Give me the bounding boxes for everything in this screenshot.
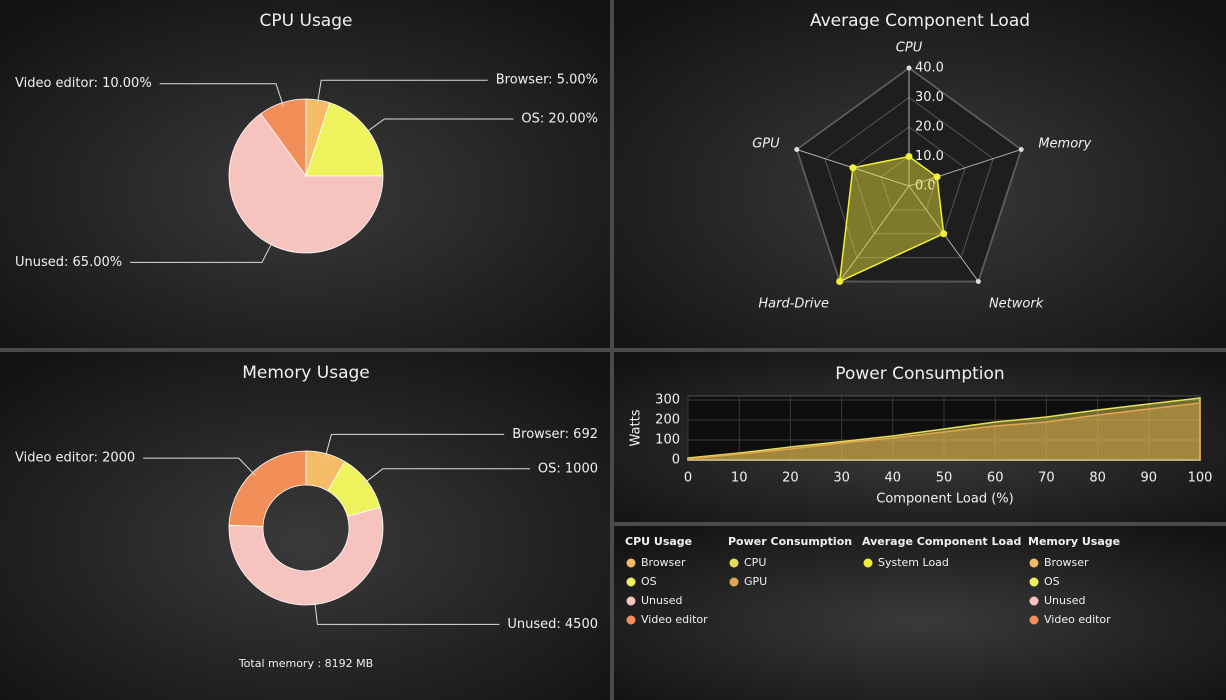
data-label: OS: 1000: [538, 461, 598, 476]
legend-marker: [626, 596, 636, 606]
y-axis-label: Watts: [629, 409, 644, 446]
axis-end: [1018, 147, 1024, 153]
radar-point: [849, 164, 857, 172]
axis-end: [906, 65, 912, 71]
axis-label: CPU: [896, 41, 923, 56]
radar-point: [836, 277, 844, 285]
axis-end: [794, 147, 800, 153]
chart-title: CPU Usage: [260, 11, 353, 31]
data-label: Browser: 5.00%: [496, 73, 598, 88]
y-tick-label: 100: [655, 433, 680, 448]
data-label: Video editor: 10.00%: [15, 76, 152, 91]
data-label: Video editor: 2000: [15, 451, 135, 466]
axis-label: Memory: [1038, 136, 1091, 151]
legend-marker: [626, 577, 636, 587]
wedge: [260, 98, 307, 178]
legend-marker: [1029, 558, 1039, 568]
data-label: Unused: 65.00%: [15, 255, 122, 270]
axis-label: Network: [989, 297, 1044, 312]
wedge: [228, 113, 384, 254]
r-tick-label: 10.0: [915, 149, 944, 164]
legend-title: Average Component Load: [862, 535, 1021, 548]
legend-title: Power Consumption: [728, 535, 852, 548]
x-axis-label: Component Load (%): [876, 492, 1013, 507]
r-tick-label: 20.0: [915, 120, 944, 135]
legend-marker: [863, 558, 873, 568]
x-tick-label: 70: [1038, 471, 1055, 486]
grid-line: [824, 96, 994, 259]
wedge: [228, 506, 384, 606]
x-tick-label: 10: [731, 471, 748, 486]
legend-marker: [626, 615, 636, 625]
data-label: OS: 20.00%: [521, 111, 598, 126]
legend-marker: [1029, 596, 1039, 606]
chart-title: Power Consumption: [835, 364, 1004, 384]
annotation: Total memory : 8192 MB: [238, 657, 373, 670]
panel: [0, 352, 610, 700]
radar-point: [940, 230, 948, 238]
axis-label: Hard-Drive: [758, 297, 829, 312]
y-tick-label: 0: [672, 453, 680, 468]
wedge: [228, 450, 307, 527]
legend-marker: [1029, 615, 1039, 625]
legend-label: Video editor: [641, 613, 708, 626]
grid-line: [852, 126, 966, 235]
legend-marker: [729, 558, 739, 568]
x-tick-label: 100: [1188, 471, 1213, 486]
legend-label: Browser: [641, 556, 686, 569]
legend-label: OS: [641, 575, 657, 588]
legend-marker: [729, 577, 739, 587]
x-tick-label: 50: [936, 471, 953, 486]
y-tick-label: 200: [655, 413, 680, 428]
legend-label: CPU: [744, 556, 766, 569]
r-tick-label: 30.0: [915, 90, 944, 105]
legend-label: System Load: [878, 556, 949, 569]
radar-area: [838, 155, 945, 283]
legend-label: Unused: [641, 594, 682, 607]
legend-label: OS: [1044, 575, 1060, 588]
axis-line: [839, 185, 910, 282]
x-tick-label: 0: [684, 471, 692, 486]
area: [687, 402, 1201, 461]
leader-line: [324, 433, 505, 458]
radar-point: [933, 173, 941, 181]
axis-line: [908, 149, 1022, 187]
x-tick-label: 80: [1089, 471, 1106, 486]
leader-line: [363, 468, 530, 484]
leader-line: [143, 457, 256, 476]
panel: [614, 526, 1226, 700]
legend-label: Video editor: [1044, 613, 1111, 626]
data-label: Browser: 692: [512, 427, 598, 442]
leader-line: [316, 79, 488, 104]
leader-line: [314, 600, 500, 625]
legend-marker: [626, 558, 636, 568]
chart-title: Memory Usage: [242, 363, 370, 383]
chart-title: Average Component Load: [810, 11, 1030, 31]
legend-title: CPU Usage: [625, 535, 692, 548]
x-tick-label: 90: [1141, 471, 1158, 486]
legend-label: GPU: [744, 575, 767, 588]
axis-label: GPU: [752, 136, 780, 151]
leader-line: [364, 118, 514, 134]
axis-end: [975, 278, 981, 284]
legend-label: Browser: [1044, 556, 1089, 569]
x-tick-label: 40: [885, 471, 902, 486]
leader-line: [130, 240, 274, 263]
x-tick-label: 20: [782, 471, 799, 486]
leader-line: [159, 83, 284, 107]
r-tick-label: 40.0: [915, 61, 944, 76]
radar-point: [905, 153, 913, 160]
y-tick-label: 300: [655, 393, 680, 408]
data-label: Unused: 4500: [507, 617, 598, 632]
x-tick-label: 30: [833, 471, 850, 486]
legend-marker: [1029, 577, 1039, 587]
grid-line: [796, 67, 1022, 282]
legend-label: Unused: [1044, 594, 1085, 607]
x-tick-label: 60: [987, 471, 1004, 486]
legend-title: Memory Usage: [1028, 535, 1120, 548]
